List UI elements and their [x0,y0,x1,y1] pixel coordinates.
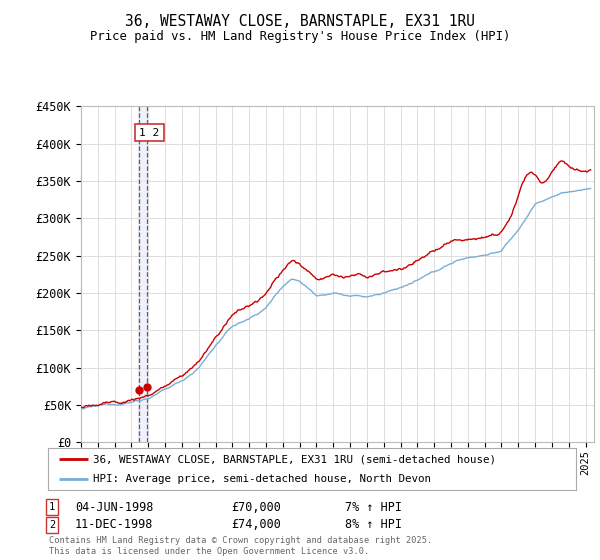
Text: 36, WESTAWAY CLOSE, BARNSTAPLE, EX31 1RU: 36, WESTAWAY CLOSE, BARNSTAPLE, EX31 1RU [125,14,475,29]
Text: 7% ↑ HPI: 7% ↑ HPI [345,501,402,514]
Text: HPI: Average price, semi-detached house, North Devon: HPI: Average price, semi-detached house,… [93,474,431,484]
Text: 11-DEC-1998: 11-DEC-1998 [75,518,154,531]
Text: £74,000: £74,000 [231,518,281,531]
Text: 1 2: 1 2 [139,128,160,138]
Text: Contains HM Land Registry data © Crown copyright and database right 2025.
This d: Contains HM Land Registry data © Crown c… [49,536,433,556]
Text: Price paid vs. HM Land Registry's House Price Index (HPI): Price paid vs. HM Land Registry's House … [90,30,510,43]
Text: 04-JUN-1998: 04-JUN-1998 [75,501,154,514]
Text: 1: 1 [49,502,55,512]
Text: £70,000: £70,000 [231,501,281,514]
Bar [137,106,148,442]
Text: 36, WESTAWAY CLOSE, BARNSTAPLE, EX31 1RU (semi-detached house): 36, WESTAWAY CLOSE, BARNSTAPLE, EX31 1RU… [93,454,496,464]
Text: 2: 2 [49,520,55,530]
Text: 8% ↑ HPI: 8% ↑ HPI [345,518,402,531]
